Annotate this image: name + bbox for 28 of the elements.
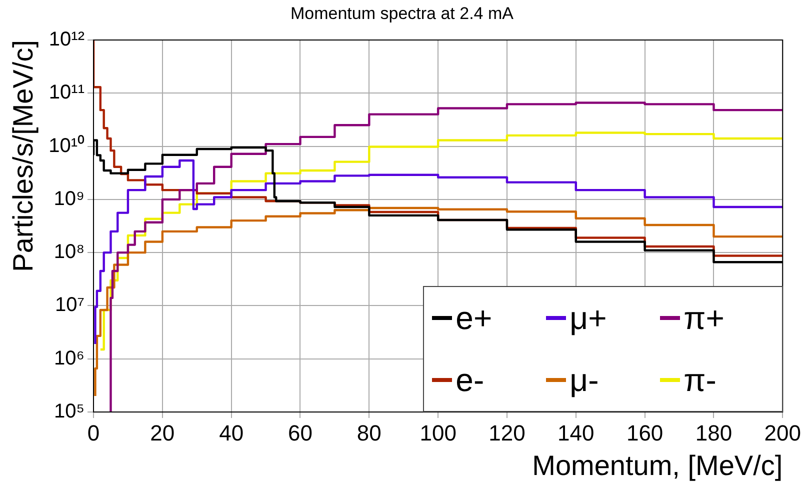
- legend-label: μ+: [570, 300, 607, 336]
- legend-label: e-: [456, 362, 484, 398]
- legend-label: π-: [684, 362, 716, 398]
- x-tick-label: 0: [87, 420, 100, 446]
- y-axis-title: Particles/s/[MeV/c]: [8, 40, 39, 272]
- x-tick-label: 120: [488, 420, 526, 446]
- x-tick-label: 180: [695, 420, 732, 446]
- y-tick-label: 10⁹: [54, 188, 85, 210]
- x-tick-label: 200: [764, 420, 802, 446]
- y-tick-label: 10¹²: [48, 28, 85, 51]
- y-tick-label: 10¹⁰: [48, 134, 85, 157]
- legend-label: e+: [456, 300, 492, 336]
- x-tick-label: 40: [219, 420, 244, 446]
- legend-label: μ-: [570, 362, 599, 398]
- y-tick-label: 10⁶: [54, 347, 85, 370]
- x-tick-label: 140: [558, 420, 594, 446]
- y-tick-label: 10¹¹: [48, 82, 85, 104]
- x-tick-label: 20: [150, 420, 175, 446]
- legend-label: π+: [684, 300, 724, 336]
- chart-title: Momentum spectra at 2.4 mA: [290, 4, 514, 24]
- x-axis-title: Momentum, [MeV/c]: [532, 450, 783, 481]
- y-tick-label: 10⁸: [54, 241, 85, 264]
- y-tick-label: 10⁷: [55, 294, 85, 316]
- x-tick-label: 60: [288, 420, 312, 446]
- x-tick-label: 80: [356, 420, 382, 446]
- x-tick-label: 160: [626, 420, 664, 446]
- y-tick-label: 10⁵: [54, 400, 85, 423]
- x-tick-label: 100: [420, 420, 456, 446]
